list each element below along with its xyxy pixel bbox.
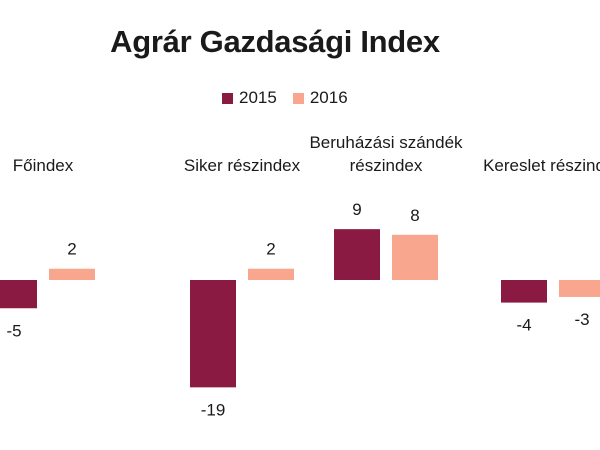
category-label: Siker részindex [184, 156, 301, 175]
data-label: -5 [6, 321, 21, 340]
category-label: Főindex [13, 156, 74, 175]
bar-2016 [49, 268, 95, 280]
data-label: 2 [266, 240, 275, 259]
legend-label-2016: 2016 [309, 88, 348, 107]
legend-swatch-2016 [292, 92, 304, 104]
legend-item-2015: 2015 [222, 88, 277, 108]
data-label: 8 [410, 206, 419, 225]
bar-2015 [501, 280, 547, 303]
bar-2016 [392, 234, 438, 280]
legend-swatch-2015 [222, 92, 233, 104]
data-label: -4 [516, 316, 531, 335]
legend: 2015 2016 [222, 88, 364, 108]
data-label: 2 [67, 240, 76, 259]
bar-2015 [190, 280, 236, 388]
bar-2016 [559, 280, 600, 297]
data-label: -19 [201, 400, 226, 419]
bar-2015 [334, 229, 380, 280]
chart-title: Agrár Gazdasági Index [110, 24, 440, 59]
category-label: Beruházási szándék [309, 133, 463, 152]
data-label: 9 [352, 200, 361, 219]
legend-label-2015: 2015 [239, 88, 277, 107]
bar-2016 [248, 268, 294, 280]
category-label: részindex [350, 156, 423, 175]
category-label: Kereslet részindex [483, 156, 600, 175]
legend-item-2016: 2016 [292, 88, 348, 108]
bar-2015 [0, 280, 37, 309]
data-label: -3 [574, 310, 589, 329]
